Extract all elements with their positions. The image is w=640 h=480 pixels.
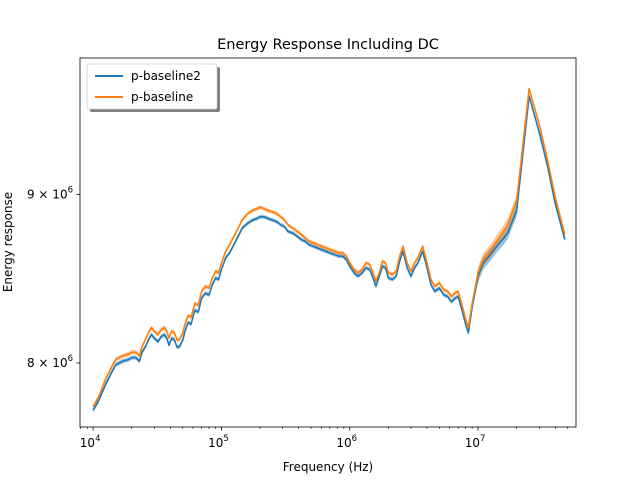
plot-frame <box>79 57 577 428</box>
x-axis-label: Frequency (Hz) <box>283 460 374 474</box>
legend: p-baseline2 p-baseline <box>86 63 220 112</box>
band-p-baseline <box>93 86 565 409</box>
x-tick-exponent: 5 <box>223 434 228 444</box>
legend-label-p-baseline2: p-baseline2 <box>131 69 201 83</box>
x-tick-exponent: 6 <box>352 434 357 444</box>
y-tick-label: 9 × 106 <box>27 185 73 201</box>
chart-title: Energy Response Including DC <box>217 37 439 53</box>
legend-label-p-baseline: p-baseline <box>131 90 193 104</box>
confidence-bands <box>93 86 565 413</box>
series-lines <box>92 87 566 411</box>
series-line-p-baseline <box>92 87 566 407</box>
y-tick-label: 8 × 106 <box>27 354 73 370</box>
band-p-baseline2 <box>93 94 565 413</box>
y-axis-ticks: 8 × 106 9 × 106 <box>27 185 80 370</box>
series-line-p-baseline2 <box>92 95 566 411</box>
x-tick-exponent: 4 <box>95 434 100 444</box>
y-axis-label: Energy response <box>1 192 15 292</box>
x-tick-exponent: 7 <box>480 434 485 444</box>
